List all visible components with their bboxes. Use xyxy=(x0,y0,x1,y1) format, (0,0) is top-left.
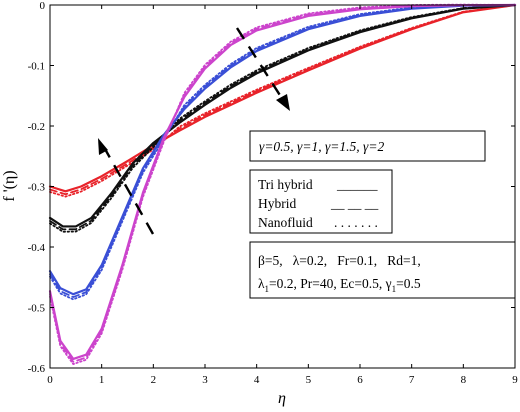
parameters-line-1: β=5, λ=0.2, Fr=0.1, Rd=1, xyxy=(258,253,421,268)
y-tick-label: -0.1 xyxy=(28,61,45,73)
y-tick-label: -0.5 xyxy=(28,303,46,315)
parameters-box: β=5, λ=0.2, Fr=0.1, Rd=1, λ1=0.2, Pr=40,… xyxy=(249,241,516,299)
curve-gamma-2-series-3 xyxy=(49,4,516,233)
x-tick-label: 2 xyxy=(151,374,157,386)
legend-label-hybrid: Hybrid xyxy=(258,196,296,211)
y-axis-label: f '(η) xyxy=(1,170,18,201)
legend-sample-nanofluid: . . . . . . . xyxy=(334,215,378,230)
x-tick-label: 1 xyxy=(99,374,105,386)
legend-label-tri-hybrid: Tri hybrid xyxy=(258,177,313,192)
legend-sample-hybrid: __ __ __ xyxy=(330,196,379,211)
gamma-values-box: γ=0.5, γ=1, γ=1.5, γ=2 xyxy=(249,130,486,162)
trend-arrow-upper xyxy=(235,27,290,111)
legend-sample-tri-hybrid: ______ xyxy=(336,177,378,192)
y-tick-label: -0.3 xyxy=(28,182,46,194)
x-tick-label: 9 xyxy=(512,374,518,386)
curves-group xyxy=(48,3,517,365)
curve-gamma-3-series-3 xyxy=(49,4,516,301)
gamma-values-text: γ=0.5, γ=1, γ=1.5, γ=2 xyxy=(259,139,384,154)
x-axis-label: η xyxy=(278,390,286,407)
x-tick-label: 4 xyxy=(254,374,260,386)
y-tick-label: -0.6 xyxy=(28,363,46,375)
ticks-group xyxy=(49,4,516,369)
y-tick-label: 0 xyxy=(40,0,46,12)
x-tick-label: 3 xyxy=(202,374,208,386)
parameters-line-2: λ1=0.2, Pr=40, Ec=0.5, γ1=0.5 xyxy=(258,276,421,294)
x-tick-label: 5 xyxy=(306,374,312,386)
curve-gamma-1-series-1 xyxy=(48,3,517,193)
curve-gamma-4-series-3 xyxy=(49,3,516,365)
curve-gamma-2-series-2 xyxy=(49,4,516,231)
legend-label-nanofluid: Nanofluid xyxy=(258,215,313,230)
tick-labels-group: 0 1 2 3 4 5 6 7 8 9 0 -0.1 -0.2 -0.3 -0.4 -0.5 -0.6 xyxy=(28,0,519,386)
trend-arrow-lower xyxy=(98,138,155,235)
y-tick-label: -0.4 xyxy=(28,242,46,254)
x-tick-label: 8 xyxy=(461,374,467,386)
x-tick-label: 0 xyxy=(47,374,53,386)
curve-gamma-1-series-3 xyxy=(49,4,516,198)
legend: Tri hybrid ______ Hybrid __ __ __ Nanofl… xyxy=(249,169,393,234)
curve-gamma-1-series-2 xyxy=(49,4,516,196)
x-tick-label: 7 xyxy=(409,374,415,386)
y-tick-label: -0.2 xyxy=(28,121,45,133)
x-tick-label: 6 xyxy=(357,374,363,386)
